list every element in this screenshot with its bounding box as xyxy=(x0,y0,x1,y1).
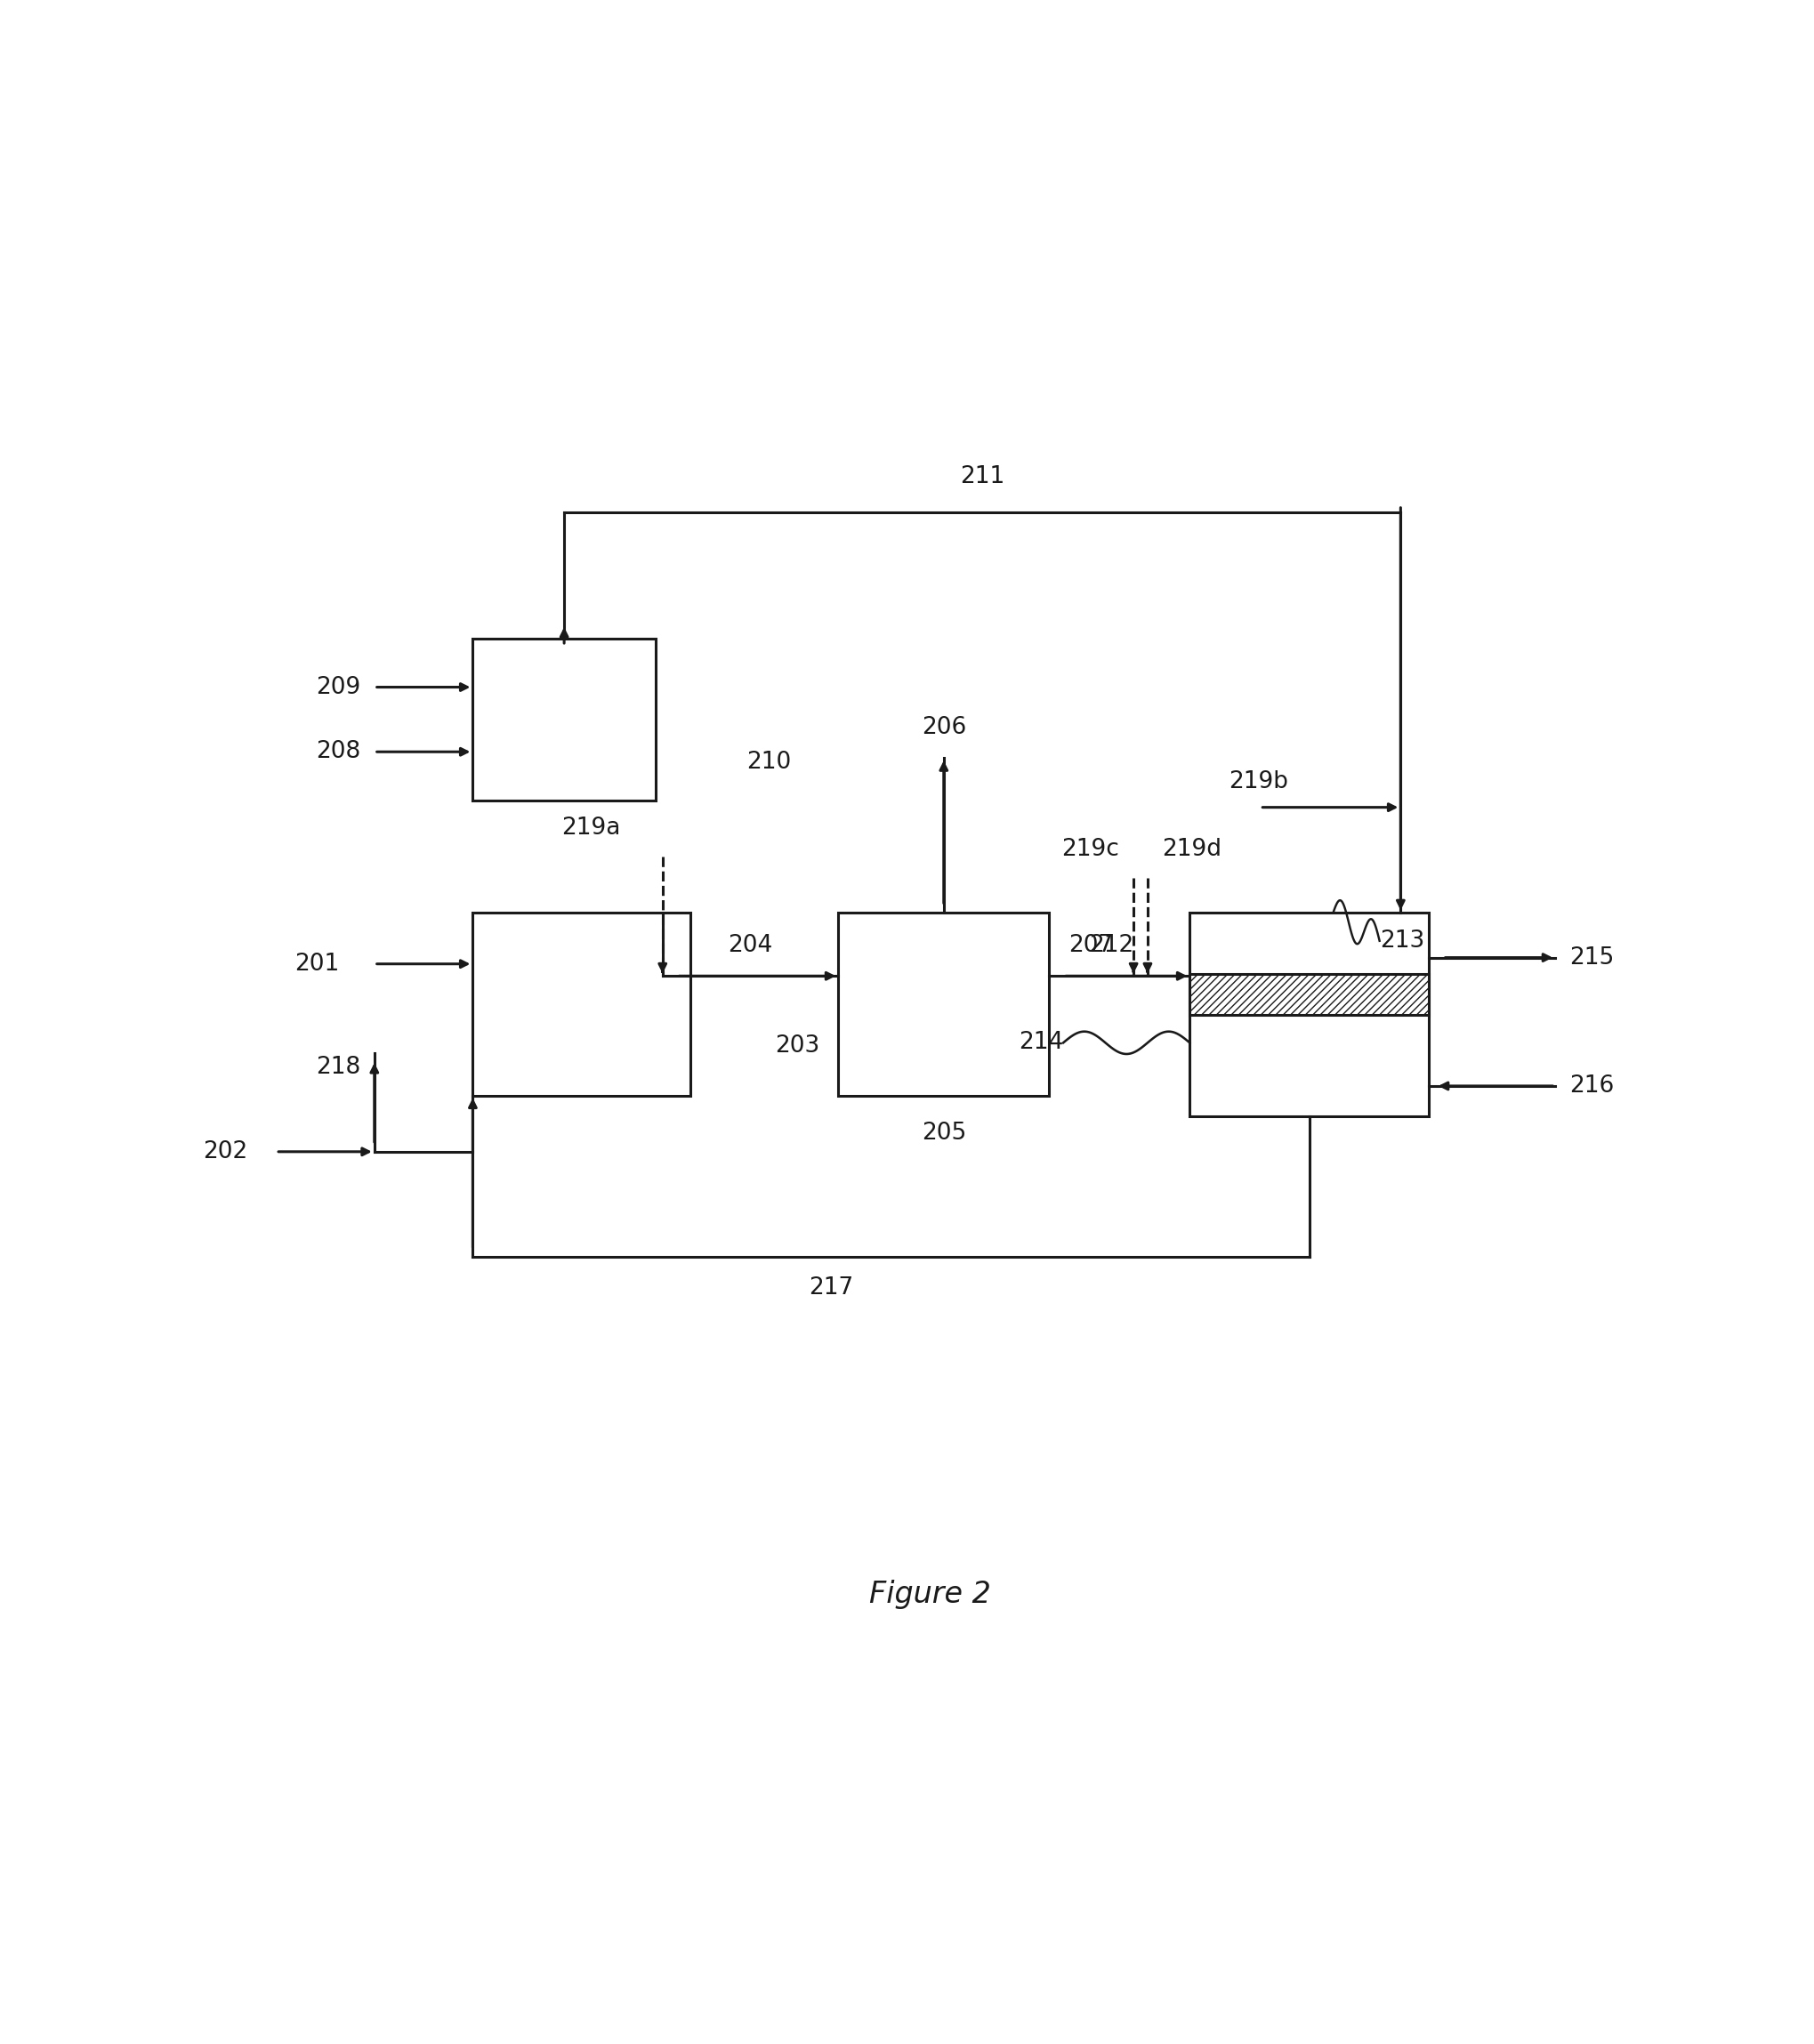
Text: 205: 205 xyxy=(922,1122,967,1145)
Text: 217: 217 xyxy=(809,1275,854,1300)
Text: 206: 206 xyxy=(922,715,967,738)
Text: 204: 204 xyxy=(727,934,773,957)
Text: 211: 211 xyxy=(960,466,1005,489)
Text: 213: 213 xyxy=(1380,930,1424,953)
Bar xyxy=(473,638,655,801)
Bar xyxy=(1190,914,1429,1116)
Text: 202: 202 xyxy=(203,1141,249,1163)
Text: 214: 214 xyxy=(1018,1032,1063,1055)
Text: 212: 212 xyxy=(1088,934,1134,957)
Text: 210: 210 xyxy=(747,750,791,775)
Text: 201: 201 xyxy=(294,953,339,975)
Bar xyxy=(473,914,691,1096)
Text: 208: 208 xyxy=(316,740,361,762)
Text: 219c: 219c xyxy=(1061,838,1119,861)
Text: 209: 209 xyxy=(316,677,361,699)
Text: 219b: 219b xyxy=(1228,771,1288,793)
Text: 219a: 219a xyxy=(561,818,620,840)
Text: Figure 2: Figure 2 xyxy=(869,1580,990,1609)
Text: 216: 216 xyxy=(1569,1075,1614,1098)
Bar xyxy=(838,914,1048,1096)
Text: 207: 207 xyxy=(1068,934,1114,957)
Bar xyxy=(1190,973,1429,1014)
Text: 218: 218 xyxy=(316,1057,361,1079)
Text: 215: 215 xyxy=(1569,946,1614,969)
Text: 203: 203 xyxy=(775,1034,820,1059)
Text: 219d: 219d xyxy=(1161,838,1221,861)
